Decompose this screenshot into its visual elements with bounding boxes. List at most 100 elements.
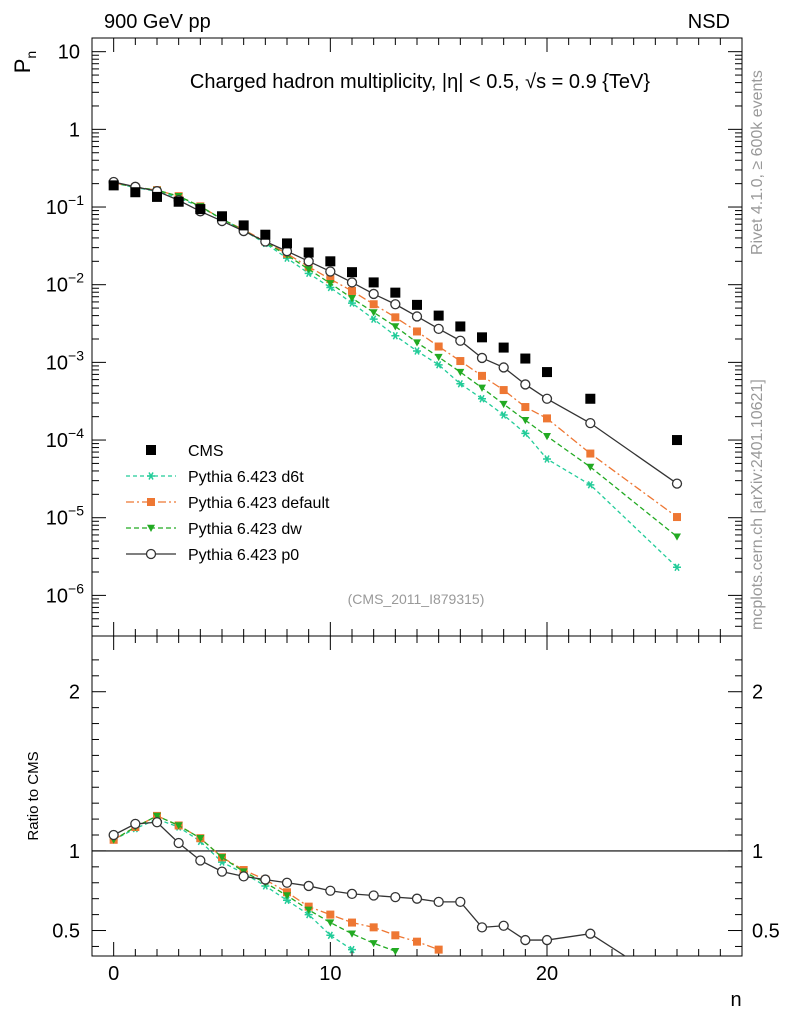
ratio-y-axis-label: Ratio to CMS	[25, 751, 42, 840]
y-tick-mantissa: 1	[69, 119, 80, 141]
series-cms	[108, 180, 682, 446]
ratio-y-tick-label-right: 0.5	[752, 921, 780, 943]
ratio-point	[153, 812, 161, 820]
data-point	[347, 267, 357, 278]
mcplots-info: mcplots.cern.ch [arXiv:2401.10621]	[749, 379, 766, 630]
x-tick-label: 20	[536, 963, 558, 985]
main-series-layer	[108, 176, 683, 572]
data-point	[391, 323, 400, 331]
ratio-point	[218, 854, 226, 862]
data-point	[456, 357, 465, 366]
ratio-point	[413, 937, 421, 946]
ratio-y-tick-label: 2	[69, 682, 80, 704]
ratio-point	[304, 910, 313, 919]
data-point	[520, 353, 531, 364]
ratio-point	[196, 834, 205, 843]
series-pythia-6-423-dw	[109, 179, 681, 541]
y-tick-mantissa: 10	[46, 508, 68, 530]
ratio-point	[369, 940, 378, 948]
y-tick-label: 10−2	[46, 270, 84, 297]
ratio-point	[541, 934, 553, 946]
y-tick-label: 1	[69, 119, 80, 141]
ratio-point	[348, 918, 356, 927]
legend-marker	[147, 472, 155, 480]
y-tick-mantissa: 10	[58, 42, 80, 64]
y-tick-label: 10−6	[46, 580, 84, 607]
y-tick-mantissa: 10	[46, 585, 68, 607]
data-point	[195, 204, 206, 215]
ratio-point	[498, 920, 509, 931]
data-point	[303, 247, 314, 258]
ratio-line	[113, 815, 396, 952]
data-point	[586, 449, 595, 458]
data-point	[368, 277, 379, 288]
ratio-point	[216, 866, 228, 877]
data-point	[478, 384, 486, 392]
legend-label: Pythia 6.423 d6t	[188, 469, 304, 486]
data-point	[434, 353, 443, 362]
ratio-y-tick-label-right: 1	[752, 841, 763, 863]
ratio-point	[390, 891, 401, 903]
ratio-line	[113, 815, 439, 951]
header-left: 900 GeV pp	[104, 11, 211, 33]
data-point	[303, 256, 314, 267]
data-point	[433, 323, 444, 335]
ratio-point	[303, 880, 314, 892]
data-point	[543, 433, 551, 441]
y-tick-label: 10−5	[46, 503, 84, 530]
data-point	[108, 180, 119, 191]
ratio-y-tick-label-right: 2	[752, 682, 763, 704]
ratio-point	[368, 890, 379, 901]
data-point	[304, 266, 313, 274]
data-point	[498, 342, 509, 353]
x-axis-label: n	[730, 989, 741, 1011]
data-point	[391, 313, 400, 322]
data-point	[348, 299, 356, 307]
data-point	[673, 533, 681, 541]
data-point	[543, 455, 551, 463]
data-point	[434, 342, 443, 351]
legend-label: CMS	[188, 443, 224, 460]
legend-label: Pythia 6.423 default	[188, 495, 330, 512]
data-point	[369, 315, 378, 323]
rivet-info: Rivet 4.1.0, ≥ 600k events	[749, 70, 766, 255]
y-tick-exponent: −3	[68, 347, 84, 363]
data-point	[455, 321, 466, 332]
ratio-point	[283, 892, 291, 900]
ratio-point	[411, 893, 423, 904]
ratio-series-pythia-6-423-default	[109, 811, 443, 954]
data-point	[217, 211, 227, 222]
data-point	[391, 331, 400, 340]
data-point	[369, 300, 378, 309]
data-point	[413, 347, 421, 355]
data-point	[304, 269, 313, 278]
data-point	[130, 187, 141, 198]
y-tick-exponent: −5	[68, 503, 84, 519]
legend-entry: Pythia 6.423 p0	[126, 547, 299, 564]
data-point	[585, 393, 596, 404]
ratio-point	[348, 945, 356, 954]
legend-marker	[147, 498, 155, 506]
ratio-series-pythia-6-423-d6t	[109, 815, 356, 954]
ratio-point	[585, 928, 596, 939]
data-point	[434, 360, 443, 369]
series-line	[113, 181, 678, 485]
ratio-point	[326, 931, 335, 940]
legend-label: Pythia 6.423 dw	[188, 521, 302, 538]
y-axis-label-sub: n	[23, 51, 39, 59]
chart-title: Charged hadron multiplicity, |η| < 0.5, …	[190, 71, 650, 93]
ratio-point	[108, 829, 119, 841]
data-point	[476, 352, 488, 364]
data-point	[346, 277, 358, 288]
ratio-point	[260, 874, 271, 885]
data-point	[348, 295, 356, 303]
ratio-point	[130, 818, 141, 830]
data-point	[456, 368, 465, 377]
ratio-point	[238, 871, 249, 882]
legend: CMS Pythia 6.423 d6t Pythia 6.423 default P…	[126, 443, 330, 564]
y-tick-mantissa: 10	[46, 430, 68, 452]
ratio-series-pythia-6-423-dw	[109, 812, 400, 956]
y-tick-exponent: −6	[68, 580, 84, 596]
data-point	[520, 379, 531, 390]
data-point	[390, 299, 401, 310]
